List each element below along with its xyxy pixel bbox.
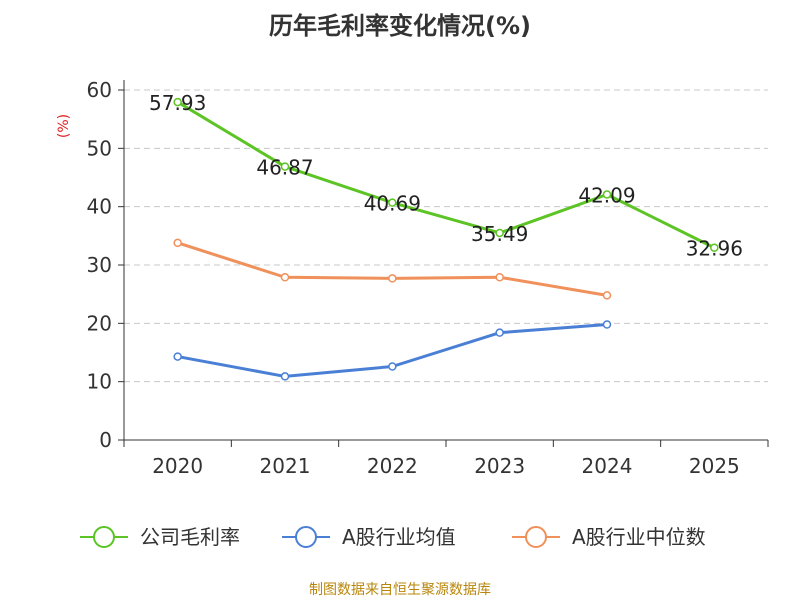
data-label: 57.93 bbox=[149, 91, 206, 115]
y-tick-label: 50 bbox=[87, 136, 112, 160]
legend-marker bbox=[525, 526, 547, 548]
data-point bbox=[280, 372, 290, 381]
data-point bbox=[388, 198, 397, 207]
data-label: 40.69 bbox=[364, 192, 421, 216]
legend: 公司毛利率 A股行业均值 A股行业中位数 bbox=[80, 525, 706, 549]
x-tick-label: 2020 bbox=[152, 454, 203, 478]
grid-lines bbox=[124, 89, 768, 383]
data-point bbox=[173, 238, 182, 248]
x-tick-label: 2024 bbox=[582, 454, 633, 478]
data-point bbox=[173, 352, 182, 361]
x-tick-label: 2021 bbox=[260, 454, 311, 478]
data-label: 35.49 bbox=[471, 222, 528, 246]
data-point bbox=[495, 328, 504, 337]
series-line bbox=[177, 241, 608, 297]
series-layer bbox=[173, 97, 719, 381]
data-label: 46.87 bbox=[256, 156, 313, 180]
x-tick-label: 2023 bbox=[474, 454, 525, 478]
data-point bbox=[388, 362, 397, 371]
y-tick-label: 20 bbox=[87, 311, 112, 335]
legend-marker bbox=[295, 526, 317, 548]
y-tick-label: 30 bbox=[87, 253, 112, 277]
data-point bbox=[602, 291, 612, 300]
data-point bbox=[495, 228, 504, 238]
legend-label: A股行业中位数 bbox=[572, 525, 706, 549]
data-point bbox=[495, 273, 504, 282]
data-label: 42.09 bbox=[578, 183, 635, 207]
data-point bbox=[602, 190, 612, 199]
y-tick-label: 0 bbox=[99, 428, 112, 452]
y-axis-label: (%) bbox=[56, 114, 72, 138]
data-point bbox=[173, 97, 182, 107]
data-point bbox=[280, 162, 290, 171]
data-point bbox=[602, 320, 612, 329]
data-label: 32.96 bbox=[686, 237, 743, 261]
legend-marker bbox=[93, 526, 115, 548]
x-tick-label: 2022 bbox=[367, 454, 418, 478]
y-tick-label: 60 bbox=[87, 78, 112, 102]
data-labels: 57.93 46.87 40.69 35.49 42.09 32.96 bbox=[149, 91, 743, 261]
y-tick-label: 40 bbox=[87, 195, 112, 219]
data-point bbox=[388, 274, 397, 283]
axes: 0 10 20 30 40 50 60 2020 2021 2022 2023 2024 2025 bbox=[87, 78, 769, 478]
data-point bbox=[710, 243, 719, 252]
data-point bbox=[280, 273, 290, 282]
chart-title: 历年毛利率变化情况(%) bbox=[269, 12, 531, 40]
y-tick-label: 10 bbox=[87, 370, 112, 394]
legend-label: A股行业均值 bbox=[342, 525, 456, 549]
source-note: 制图数据来自恒生聚源数据库 bbox=[309, 582, 491, 598]
legend-label: 公司毛利率 bbox=[140, 525, 240, 549]
x-tick-label: 2025 bbox=[689, 454, 740, 478]
series-line bbox=[176, 100, 716, 250]
